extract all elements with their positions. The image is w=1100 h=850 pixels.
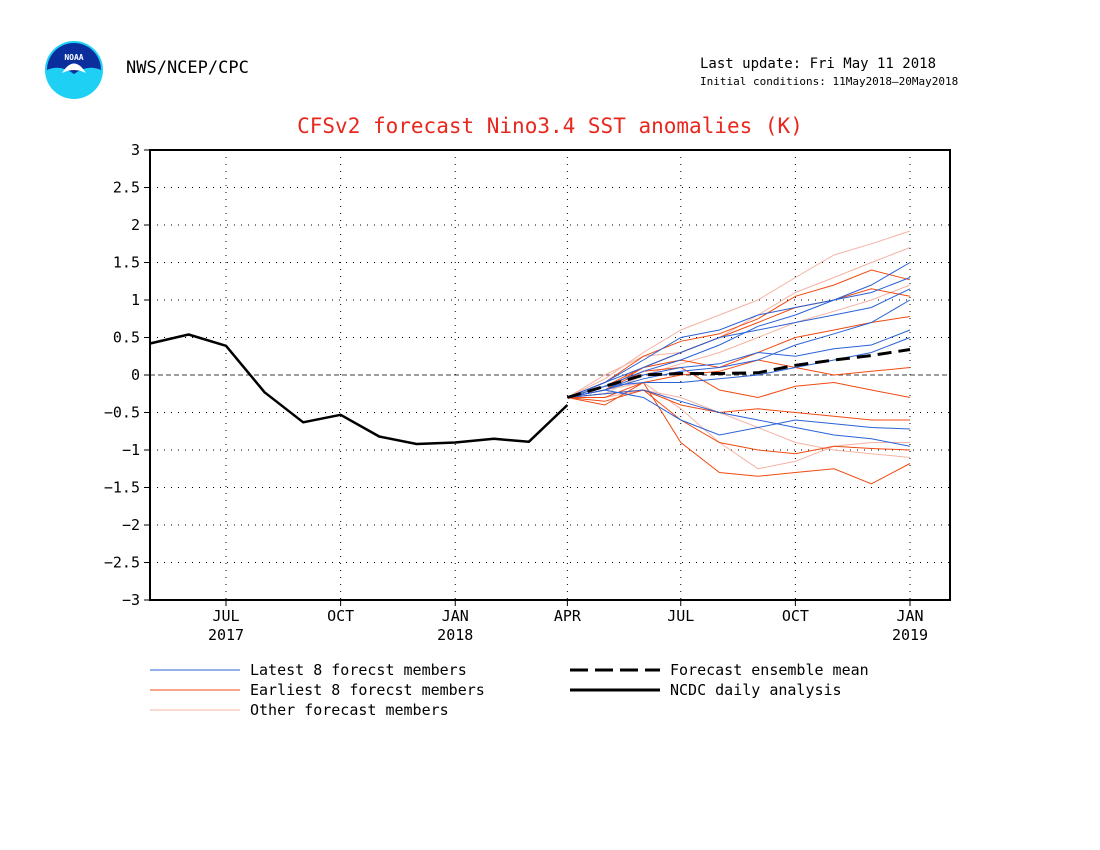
noaa-logo: NOAA [45, 41, 103, 99]
y-tick-label: 1.5 [113, 254, 140, 272]
legend-label-other: Other forecast members [250, 701, 449, 719]
latest-member-line [567, 389, 911, 447]
y-tick-label: −2 [122, 516, 140, 534]
x-tick-label: JAN [896, 607, 923, 625]
analysis-line [149, 333, 569, 446]
earliest-member-line [567, 389, 911, 455]
y-tick-label: 0 [131, 366, 140, 384]
earliest-member-line [567, 366, 911, 399]
x-tick-label: JUL [667, 607, 694, 625]
y-tick-label: 2 [131, 216, 140, 234]
x-tick-year: 2019 [892, 626, 928, 644]
earliest-member-line [567, 269, 911, 398]
legend: Latest 8 forecst members Earliest 8 forec… [150, 661, 869, 719]
last-update: Last update: Fri May 11 2018 [700, 56, 937, 72]
y-tick-label: 2.5 [113, 179, 140, 197]
x-tick-label: JAN [442, 607, 469, 625]
latest-member-line [567, 329, 911, 398]
ensemble-mean-line [566, 348, 911, 399]
agency-label: NWS/NCEP/CPC [126, 58, 249, 78]
y-tick-label: 0.5 [113, 329, 140, 347]
axes: 32.521.510.50−0.5−1−1.5−2−2.5−3JUL2017OC… [104, 141, 928, 644]
earliest-member-line [567, 316, 911, 398]
legend-label-analysis: NCDC daily analysis [670, 681, 842, 699]
latest-member-line [567, 262, 911, 398]
y-tick-label: −2.5 [104, 554, 140, 572]
x-tick-label: APR [554, 607, 582, 625]
y-tick-label: −0.5 [104, 404, 140, 422]
noaa-logo-upper [47, 43, 101, 74]
legend-label-earliest: Earliest 8 forecst members [250, 681, 485, 699]
legend-label-latest: Latest 8 forecst members [250, 661, 467, 679]
x-tick-label: OCT [327, 607, 354, 625]
latest-member-line [567, 389, 911, 436]
x-tick-year: 2018 [437, 626, 473, 644]
latest-member-line [567, 337, 911, 398]
x-tick-year: 2017 [208, 626, 244, 644]
y-tick-label: −1 [122, 441, 140, 459]
y-tick-label: −3 [122, 591, 140, 609]
plot-series [149, 230, 911, 485]
noaa-logo-gull [62, 63, 86, 73]
y-tick-label: 3 [131, 141, 140, 159]
y-tick-label: 1 [131, 291, 140, 309]
earliest-member-line [567, 359, 911, 398]
other-member-line [567, 381, 910, 470]
initial-conditions: Initial conditions: 11May2018—20May2018 [700, 75, 959, 88]
y-tick-label: −1.5 [104, 479, 140, 497]
latest-member-line [567, 288, 911, 398]
latest-member-line [567, 277, 911, 398]
noaa-logo-text: NOAA [64, 53, 83, 62]
chart-title: CFSv2 forecast Nino3.4 SST anomalies (K) [297, 114, 803, 138]
x-tick-label: JUL [212, 607, 239, 625]
legend-label-mean: Forecast ensemble mean [670, 661, 869, 679]
grid [150, 150, 950, 600]
x-tick-label: OCT [782, 607, 809, 625]
